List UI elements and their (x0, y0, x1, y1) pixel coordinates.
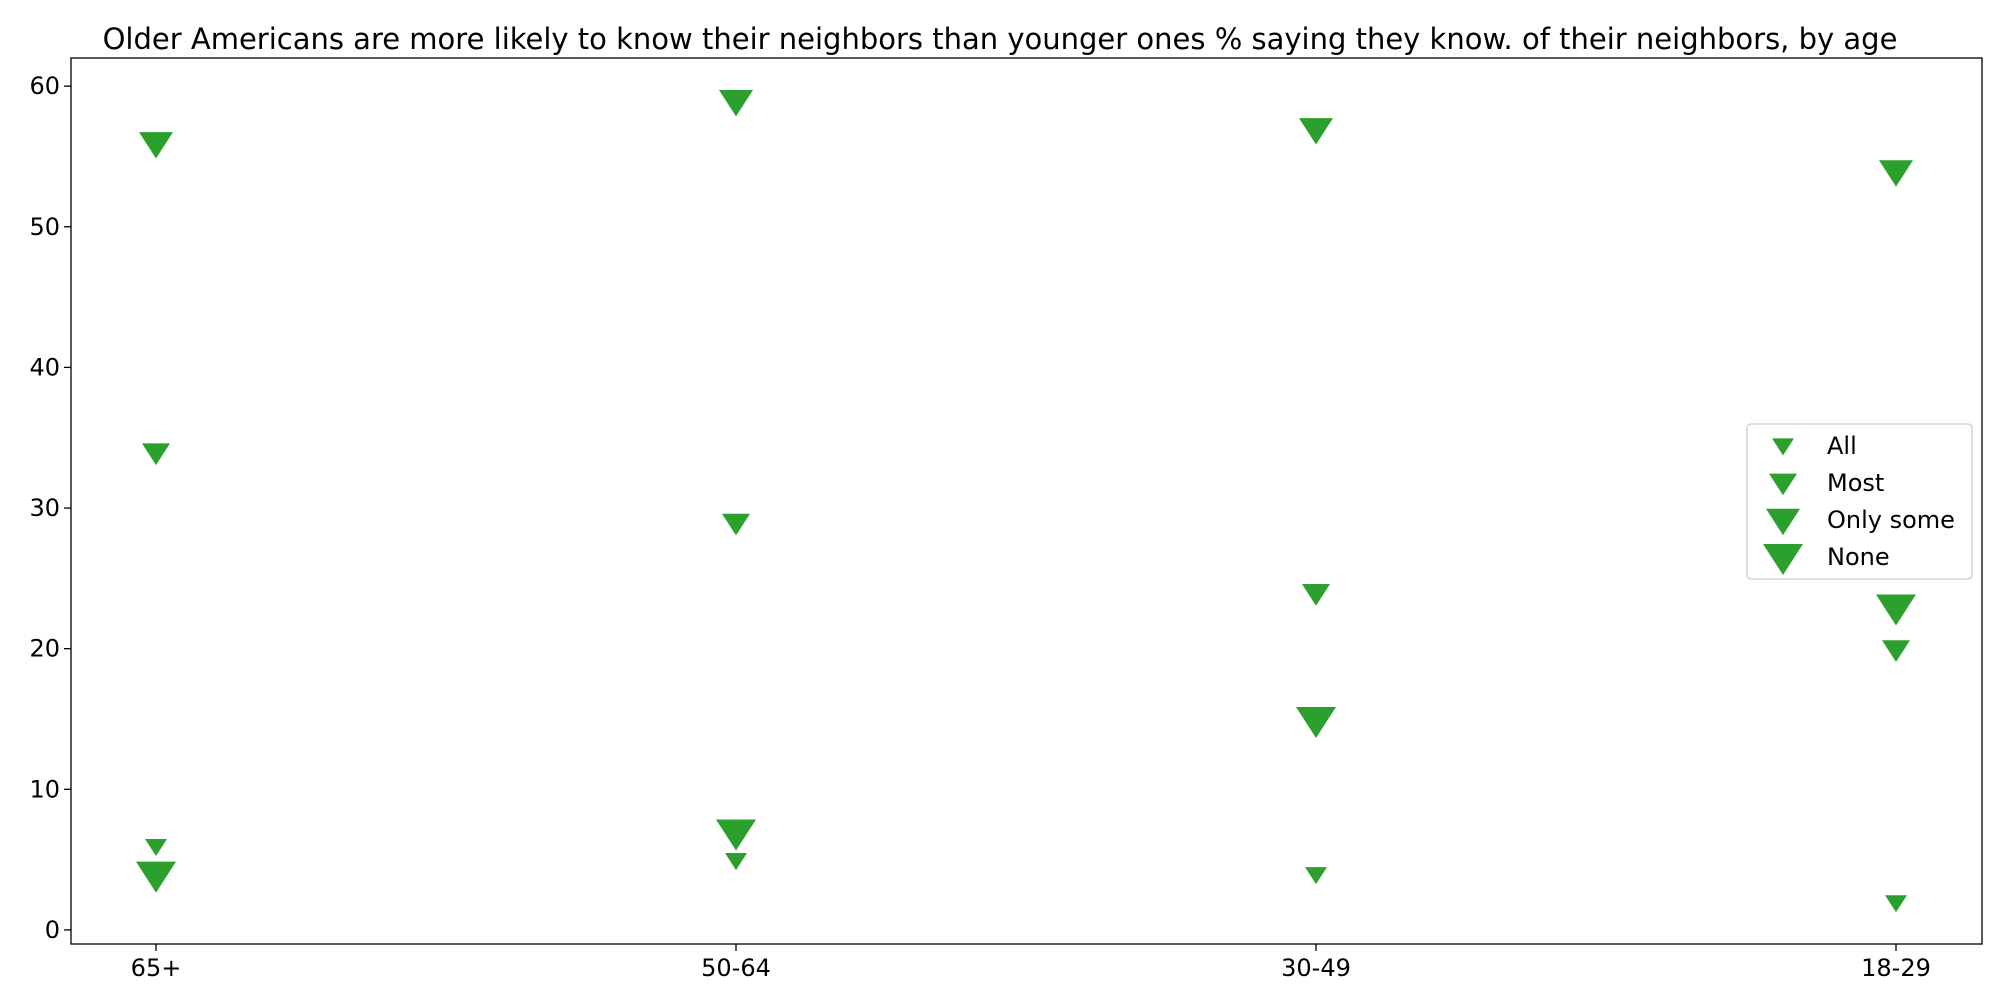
chart-title: Older Americans are more likely to know … (103, 22, 1898, 56)
legend-marker (1763, 544, 1803, 575)
plot-area (70, 57, 1983, 945)
series-none (136, 594, 1916, 893)
data-point-marker (1879, 160, 1913, 187)
data-point-marker (136, 861, 176, 893)
data-point-marker (1296, 706, 1336, 738)
data-point-marker (142, 443, 170, 466)
data-point-marker (1885, 895, 1907, 913)
legend-label: Most (1827, 469, 1884, 497)
legend: All Most Only some None (1746, 423, 1973, 580)
x-tick-label: 50-64 (701, 954, 771, 982)
y-tick-label: 50 (29, 213, 60, 241)
data-point-marker (719, 89, 753, 117)
series-most (142, 443, 1910, 662)
data-point-marker (722, 513, 750, 536)
y-tick-label: 60 (29, 72, 60, 100)
data-point-marker (1882, 640, 1910, 662)
data-point-marker (139, 132, 173, 159)
legend-label: Only some (1827, 506, 1955, 534)
y-tick-label: 0 (45, 916, 60, 944)
x-axis: 65+ 50-64 30-49 18-29 (131, 944, 1931, 982)
series-all (145, 838, 1907, 913)
y-axis: 0 10 20 30 40 50 60 (29, 72, 71, 944)
data-point-marker (1305, 867, 1327, 885)
data-point-marker (1876, 594, 1916, 626)
x-tick-label: 30-49 (1281, 954, 1351, 982)
x-tick-label: 65+ (131, 954, 182, 982)
data-point-marker (725, 853, 747, 871)
legend-frame (1746, 423, 1973, 580)
y-tick-label: 40 (29, 353, 60, 381)
legend-label: None (1827, 543, 1890, 571)
legend-marker (1766, 508, 1800, 536)
data-point-marker (1302, 584, 1330, 606)
data-markers (136, 89, 1916, 913)
legend-marker (1772, 438, 1794, 456)
y-tick-label: 20 (29, 635, 60, 663)
data-point-marker (716, 819, 756, 851)
legend-marker (1769, 473, 1797, 496)
legend-label: All (1827, 432, 1857, 460)
data-point-marker (145, 838, 167, 857)
x-tick-label: 18-29 (1861, 954, 1931, 982)
y-tick-label: 30 (29, 494, 60, 522)
y-tick-label: 10 (29, 775, 60, 803)
series-only-some (139, 89, 1913, 187)
data-point-marker (1299, 118, 1333, 145)
